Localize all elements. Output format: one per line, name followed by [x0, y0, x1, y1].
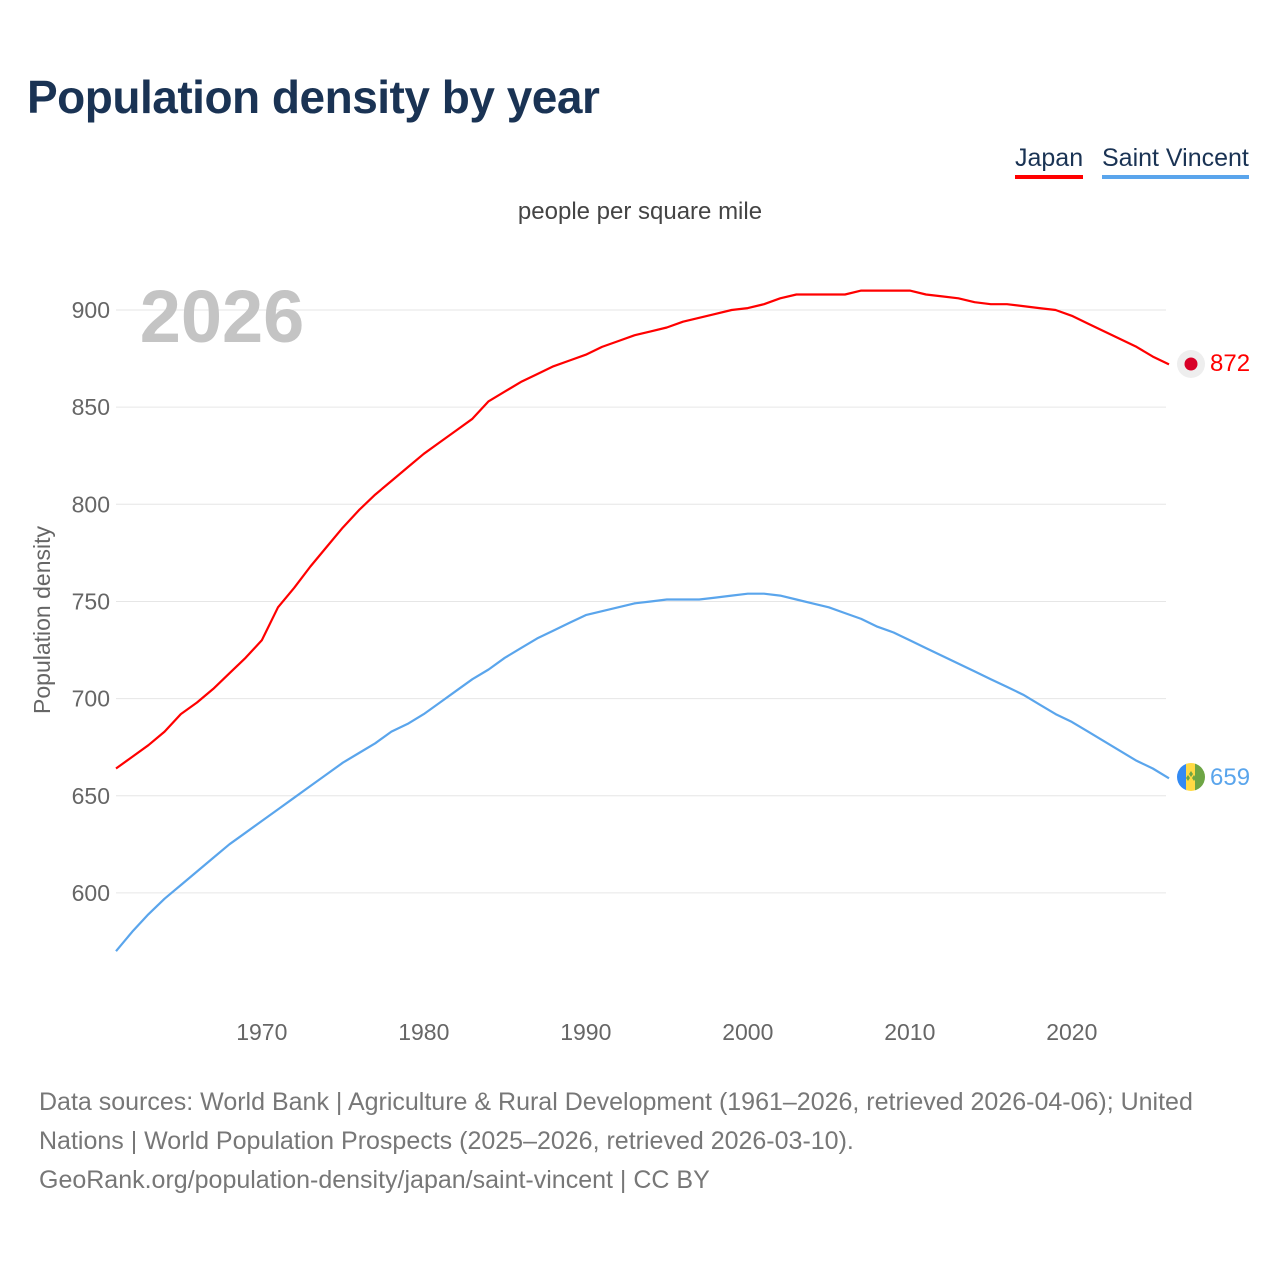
saint-vincent-end-label: 659 [1210, 764, 1250, 791]
chart-subtitle: people per square mile [517, 198, 763, 225]
data-sources: Data sources: World Bank | Agriculture &… [39, 1088, 1193, 1155]
japan-flag-icon [1177, 350, 1205, 378]
x-tick-label: 2000 [722, 1019, 773, 1045]
y-tick-label: 850 [72, 394, 110, 420]
x-tick-label: 2020 [1046, 1019, 1097, 1045]
x-tick-label: 1980 [398, 1019, 449, 1045]
line-chart: 600 650 700 750 800 850 900 1970 1980 1990 2000 201… [29, 275, 1250, 1045]
legend-saint-vincent[interactable]: Saint Vincent [1102, 144, 1249, 179]
y-tick-label: 700 [72, 686, 110, 712]
x-tick-label: 1970 [236, 1019, 287, 1045]
y-tick-label: 750 [72, 588, 110, 614]
x-tick-label: 1990 [560, 1019, 611, 1045]
series-line-japan [115, 289, 1170, 770]
series-line-saint-vincent [115, 592, 1170, 952]
japan-end-label: 872 [1210, 350, 1250, 377]
y-tick-label: 600 [72, 880, 110, 906]
x-tick-label: 2010 [884, 1019, 935, 1045]
saint-vincent-flag-icon [1177, 763, 1205, 791]
year-watermark: 2026 [140, 275, 305, 358]
source-link[interactable]: GeoRank.org/population-density/japan/sai… [39, 1166, 710, 1194]
y-tick-label: 900 [72, 297, 110, 323]
legend-japan[interactable]: Japan [1015, 144, 1084, 179]
chart-title: Population density by year [27, 71, 600, 123]
y-tick-label: 800 [72, 491, 110, 517]
y-axis-label: Population density [29, 526, 55, 714]
footer: Data sources: World Bank | Agriculture &… [39, 1083, 1249, 1200]
y-tick-label: 650 [72, 783, 110, 809]
